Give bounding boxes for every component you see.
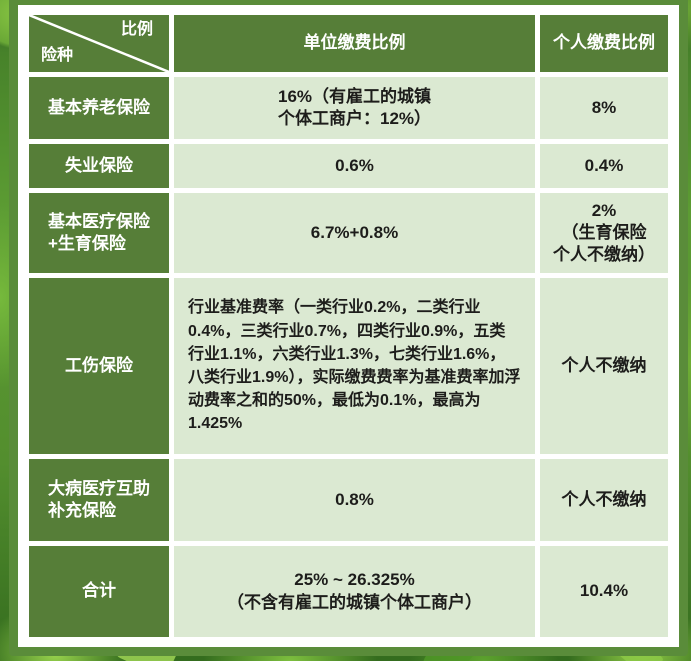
insurance-rate-table: 比例 险种 单位缴费比例 个人缴费比例 基本养老保险 16%（有雇工的城镇 个体… bbox=[29, 15, 668, 637]
row-label-serious-illness: 大病医疗互助 补充保险 bbox=[29, 459, 169, 541]
column-header-unit-rate: 单位缴费比例 bbox=[174, 15, 535, 72]
personal-rate-pension: 8% bbox=[540, 77, 668, 139]
unit-rate-work-injury: 行业基准费率（一类行业0.2%，二类行业0.4%，三类行业0.7%，四类行业0.… bbox=[174, 278, 535, 454]
personal-rate-unemployment: 0.4% bbox=[540, 144, 668, 188]
table-frame: 比例 险种 单位缴费比例 个人缴费比例 基本养老保险 16%（有雇工的城镇 个体… bbox=[9, 0, 688, 656]
personal-rate-medical-maternity: 2% （生育保险 个人不缴纳） bbox=[540, 193, 668, 273]
unit-rate-pension: 16%（有雇工的城镇 个体工商户：12%） bbox=[174, 77, 535, 139]
corner-header-cell: 比例 险种 bbox=[29, 15, 169, 72]
diagonal-line-icon bbox=[29, 15, 169, 72]
corner-label-insurance-type: 险种 bbox=[41, 47, 74, 65]
personal-rate-serious-illness: 个人不缴纳 bbox=[540, 459, 668, 541]
row-label-medical-maternity: 基本医疗保险 +生育保险 bbox=[29, 193, 169, 273]
personal-rate-total: 10.4% bbox=[540, 546, 668, 637]
corner-label-ratio: 比例 bbox=[120, 21, 153, 38]
personal-rate-work-injury: 个人不缴纳 bbox=[540, 278, 668, 454]
unit-rate-unemployment: 0.6% bbox=[174, 144, 535, 188]
row-label-unemployment: 失业保险 bbox=[29, 144, 169, 188]
row-label-work-injury: 工伤保险 bbox=[29, 278, 169, 454]
unit-rate-serious-illness: 0.8% bbox=[174, 459, 535, 541]
row-label-pension: 基本养老保险 bbox=[29, 77, 169, 139]
unit-rate-total: 25% ~ 26.325% （不含有雇工的城镇个体工商户） bbox=[174, 546, 535, 637]
row-label-total: 合计 bbox=[29, 546, 169, 637]
column-header-personal-rate: 个人缴费比例 bbox=[540, 15, 668, 72]
unit-rate-medical-maternity: 6.7%+0.8% bbox=[174, 193, 535, 273]
